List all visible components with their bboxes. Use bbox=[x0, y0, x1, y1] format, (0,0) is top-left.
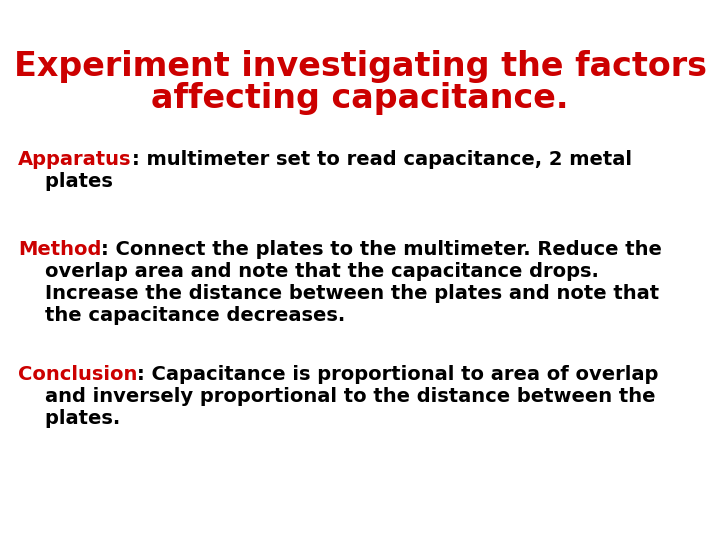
Text: plates: plates bbox=[18, 172, 113, 191]
Text: plates.: plates. bbox=[18, 409, 120, 428]
Text: overlap area and note that the capacitance drops.: overlap area and note that the capacitan… bbox=[18, 262, 599, 281]
Text: Conclusion: Conclusion bbox=[18, 365, 138, 384]
Text: : Connect the plates to the multimeter. Reduce the: : Connect the plates to the multimeter. … bbox=[102, 240, 662, 259]
Text: the capacitance decreases.: the capacitance decreases. bbox=[18, 306, 346, 325]
Text: : Capacitance is proportional to area of overlap: : Capacitance is proportional to area of… bbox=[138, 365, 659, 384]
Text: : multimeter set to read capacitance, 2 metal: : multimeter set to read capacitance, 2 … bbox=[132, 150, 631, 169]
Text: and inversely proportional to the distance between the: and inversely proportional to the distan… bbox=[18, 387, 655, 406]
Text: affecting capacitance.: affecting capacitance. bbox=[151, 82, 569, 115]
Text: Increase the distance between the plates and note that: Increase the distance between the plates… bbox=[18, 284, 659, 303]
Text: Experiment investigating the factors: Experiment investigating the factors bbox=[14, 50, 706, 83]
Text: Method: Method bbox=[18, 240, 102, 259]
Text: Apparatus: Apparatus bbox=[18, 150, 132, 169]
